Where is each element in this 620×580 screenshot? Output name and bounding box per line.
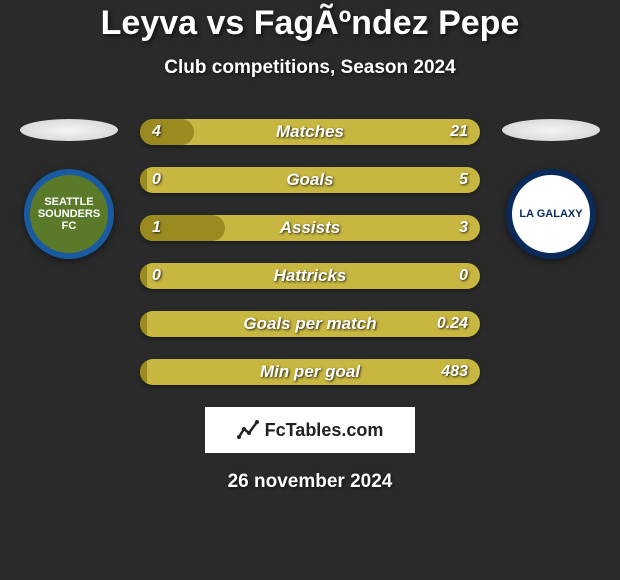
stat-row: Goals0 5 <box>140 167 480 193</box>
page-subtitle: Club competitions, Season 2024 <box>0 57 620 79</box>
stat-value-right: 0 <box>459 263 468 289</box>
footer-date: 26 november 2024 <box>0 471 620 493</box>
footer-brand-text: FcTables.com <box>265 420 384 441</box>
stat-label: Assists <box>140 215 480 241</box>
team-logo-left-text: SEATTLE SOUNDERS FC <box>30 196 108 232</box>
stat-value-left: 1 <box>152 215 161 241</box>
comparison-panel: SEATTLE SOUNDERS FC Matches421Goals05Ass… <box>0 119 620 385</box>
stats-column: Matches421Goals05Assists13Hattricks00Goa… <box>140 119 480 385</box>
stat-label: Hattricks <box>140 263 480 289</box>
team-logo-right-text: LA GALAXY <box>519 208 582 220</box>
team-logo-right: LA GALAXY <box>506 169 596 259</box>
stat-value-right: 483 <box>441 359 468 385</box>
player-left-ellipse <box>20 119 118 141</box>
stat-value-right: 5 <box>459 167 468 193</box>
stat-value-right: 3 <box>459 215 468 241</box>
stat-row: Goals per match0.24 <box>140 311 480 337</box>
player-left-column: SEATTLE SOUNDERS FC <box>14 119 124 259</box>
footer-brand-logo: FcTables.com <box>205 407 415 453</box>
player-right-column: LA GALAXY <box>496 119 606 259</box>
stat-value-left: 0 <box>152 263 161 289</box>
stat-row: Matches4 21 <box>140 119 480 145</box>
stat-value-right: 21 <box>450 119 468 145</box>
stat-row: Hattricks0 0 <box>140 263 480 289</box>
chart-icon <box>237 419 259 441</box>
player-right-ellipse <box>502 119 600 141</box>
stat-label: Min per goal <box>140 359 480 385</box>
stat-row: Min per goal483 <box>140 359 480 385</box>
stat-row: Assists1 3 <box>140 215 480 241</box>
stat-label: Goals per match <box>140 311 480 337</box>
stat-value-right: 0.24 <box>437 311 468 337</box>
page-title: Leyva vs FagÃºndez Pepe <box>0 4 620 43</box>
team-logo-left: SEATTLE SOUNDERS FC <box>24 169 114 259</box>
stat-label: Goals <box>140 167 480 193</box>
stat-label: Matches <box>140 119 480 145</box>
stat-value-left: 0 <box>152 167 161 193</box>
stat-value-left: 4 <box>152 119 161 145</box>
